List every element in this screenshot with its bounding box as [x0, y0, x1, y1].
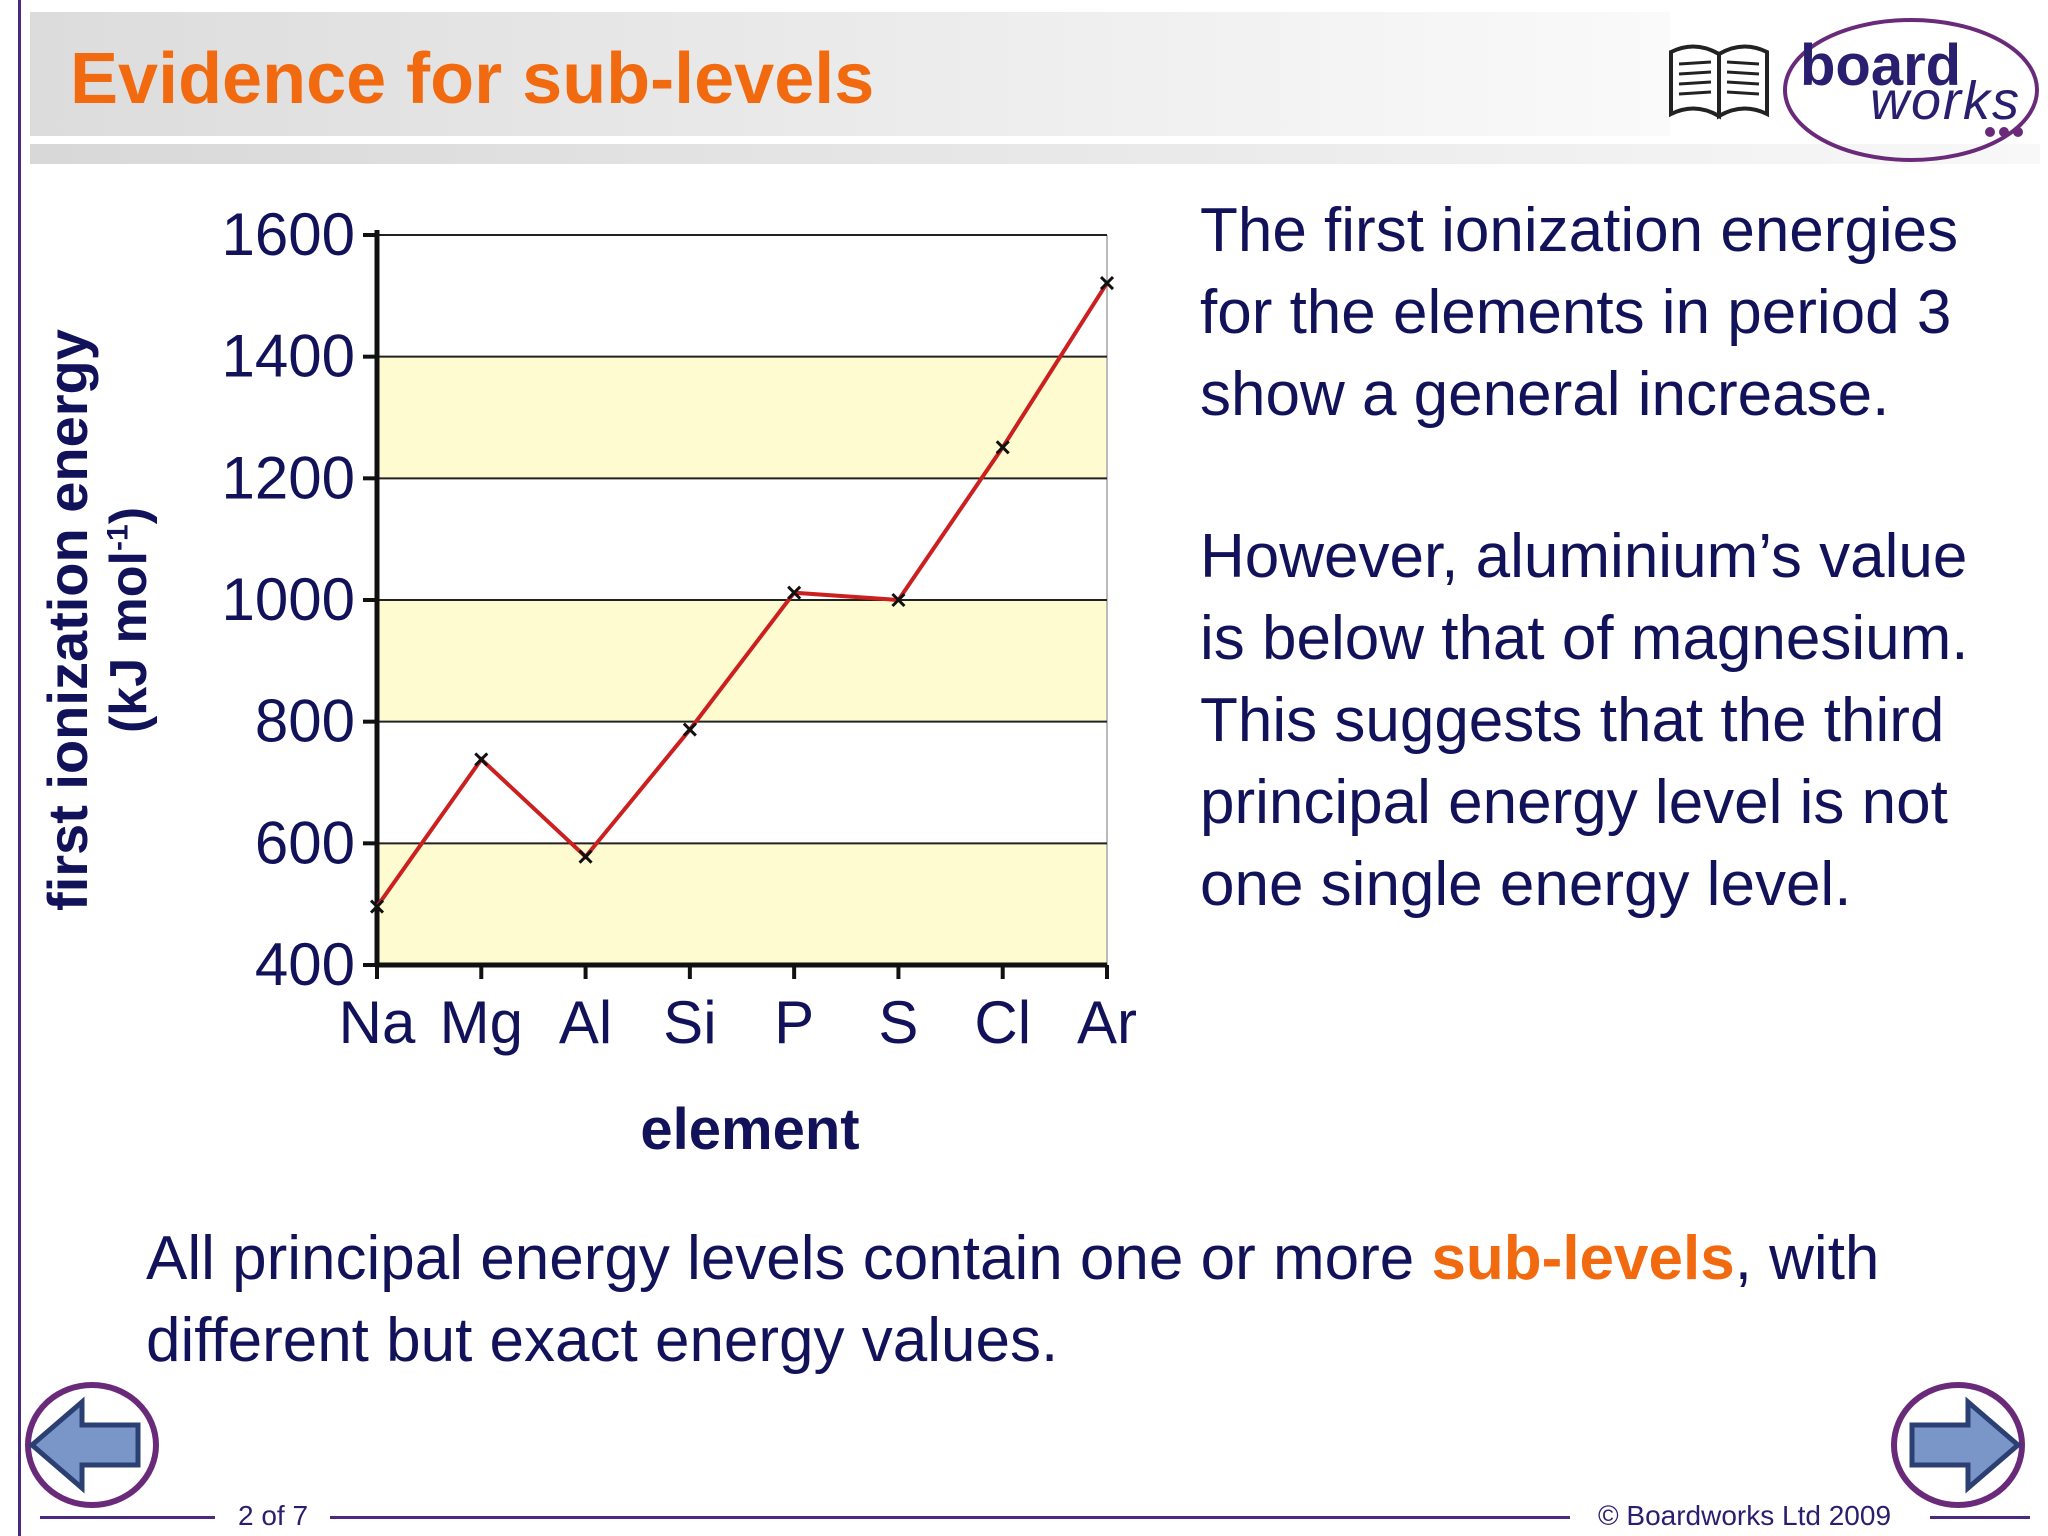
footer-rule-middle: [330, 1516, 1570, 1519]
x-tick-label-s: S: [878, 989, 918, 1056]
y-tick-label: 1200: [222, 444, 355, 511]
boardworks-logo: [1783, 18, 2039, 162]
logo-text-works: works: [1870, 71, 2022, 131]
ionization-energy-chart: 400 600 800 1000 1200 1400 1600 Na Mg Al Si P S Cl Ar: [222, 201, 1137, 1056]
plot-band: [377, 843, 1107, 965]
side-explanation: The first ionization energies for the el…: [1200, 190, 2020, 1006]
title-underbar: [30, 144, 2040, 164]
book-icon: [1669, 44, 1769, 120]
left-border-rule: [18, 0, 21, 1536]
series-line: [375, 281, 1109, 908]
footer-rule-right: [1930, 1516, 2030, 1519]
page-number: 2 of 7: [238, 1500, 309, 1531]
sub-levels-highlight: sub-levels: [1431, 1224, 1735, 1293]
y-tick-label: 1600: [222, 201, 355, 268]
title-bar: [30, 12, 1670, 136]
data-point-al: [578, 849, 593, 864]
x-axis-label: element: [640, 1097, 860, 1162]
y-tick-label: 400: [255, 931, 355, 998]
summary-text: All principal energy levels contain one …: [146, 1218, 1966, 1382]
slide-title: Evidence for sub-levels: [70, 39, 875, 119]
y-tick-label: 1400: [222, 323, 355, 390]
summary-text-part-1: All principal energy levels contain one …: [146, 1224, 1432, 1293]
data-point-cl: [995, 440, 1010, 455]
x-tick-label-na: Na: [339, 989, 416, 1056]
side-paragraph-1: The first ionization energies for the el…: [1200, 196, 1959, 429]
next-slide-button[interactable]: [1890, 1380, 2030, 1510]
logo-text-board: board: [1800, 33, 1962, 98]
x-tick-label-mg: Mg: [440, 989, 523, 1056]
plot-band: [377, 356, 1107, 479]
x-tick-label-cl: Cl: [974, 989, 1031, 1056]
data-point-na: [369, 899, 385, 914]
arrow-left-icon: [28, 1396, 141, 1494]
previous-slide-button[interactable]: [20, 1380, 160, 1510]
arrow-right-icon: [1909, 1396, 2022, 1494]
x-tick-label-al: Al: [559, 989, 612, 1056]
data-point-p: [787, 585, 802, 600]
y-tick-label: 1000: [222, 566, 355, 633]
summary-text-part-2: , with different but exact energy values…: [146, 1224, 1880, 1375]
data-point-s: [891, 592, 906, 608]
side-paragraph-2: However, aluminium’s value is below that…: [1200, 522, 1969, 919]
data-point-ar: [1099, 275, 1115, 291]
footer-rule-left: [40, 1516, 215, 1519]
data-point-si: [682, 722, 697, 737]
data-point-mg: [474, 752, 489, 767]
x-tick-label-si: Si: [663, 989, 716, 1056]
x-tick-label-p: P: [774, 989, 814, 1056]
y-tick-label: 600: [255, 809, 355, 876]
copyright: © Boardworks Ltd 2009: [1598, 1500, 1892, 1531]
y-tick-label: 800: [255, 688, 355, 755]
x-tick-label-ar: Ar: [1077, 989, 1137, 1056]
